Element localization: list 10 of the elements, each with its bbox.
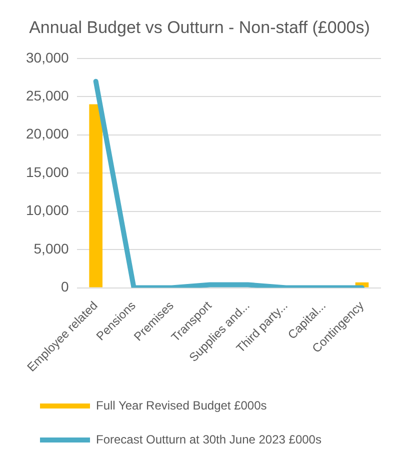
y-tick-label: 20,000 (26, 126, 70, 142)
y-tick-label: 30,000 (26, 49, 70, 66)
y-tick-label: 5,000 (34, 240, 70, 256)
y-tick-label: 15,000 (26, 164, 70, 180)
legend-label: Forecast Outturn at 30th June 2023 £000s (96, 432, 322, 446)
y-tick-label: 10,000 (26, 202, 70, 218)
legend-label: Full Year Revised Budget £000s (96, 398, 267, 412)
y-tick-label: 0 (61, 278, 70, 295)
chart-title: Annual Budget vs Outturn - Non-staff (£000s) (29, 18, 370, 37)
y-tick-label: 25,000 (26, 87, 70, 104)
